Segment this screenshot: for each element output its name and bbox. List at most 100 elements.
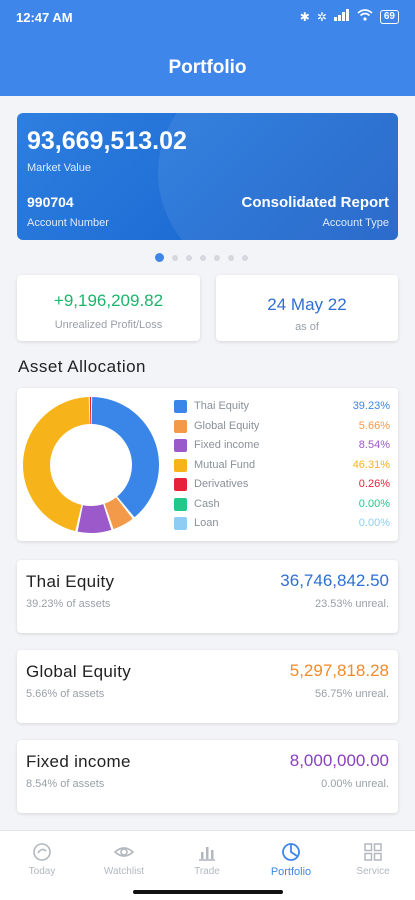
account-type: Consolidated Report [241, 194, 389, 211]
carousel-indicator[interactable] [155, 253, 248, 262]
signal-icon [333, 9, 350, 24]
legend-percent: 0.26% [358, 478, 390, 490]
asset-percent-of-assets: 8.54% of assets [26, 778, 105, 790]
asset-unrealized: 23.53% unreal. [315, 598, 389, 610]
asset-name: Thai Equity [26, 572, 115, 591]
home-indicator [133, 890, 283, 894]
carousel-dot[interactable] [172, 254, 178, 261]
legend-label: Mutual Fund [194, 458, 256, 471]
legend-item: Loan 0.00% [174, 516, 390, 536]
account-number: 990704 [27, 194, 74, 210]
legend-item: Global Equity 5.66% [174, 419, 390, 439]
status-bar: 12:47 AM ✱ ✲ 69 [0, 0, 415, 36]
asset-unrealized: 0.00% unreal. [321, 778, 389, 790]
legend-percent: 8.54% [358, 439, 390, 451]
vibrate-icon: ✲ [316, 9, 327, 24]
as-of-date-card: 24 May 22 as of [216, 275, 398, 341]
grid-icon [333, 841, 413, 863]
account-card[interactable]: 93,669,513.02 Market Value 990704 Accoun… [17, 113, 398, 240]
carousel-dot[interactable] [186, 254, 192, 261]
allocation-donut-chart[interactable] [21, 395, 161, 535]
asset-percent-of-assets: 5.66% of assets [26, 688, 105, 700]
asset-name: Fixed income [26, 752, 131, 771]
card-decoration [158, 113, 398, 240]
legend-label: Cash [194, 497, 220, 510]
donut-slice-derivatives[interactable] [89, 397, 92, 425]
status-icons: ✱ ✲ 69 [300, 9, 399, 24]
donut-slice-global-equity[interactable] [104, 497, 133, 530]
asset-card-fixed-income[interactable]: Fixed income 8.54% of assets 8,000,000.00 0… [17, 740, 398, 813]
asset-value: 36,746,842.50 [280, 571, 389, 590]
asset-unrealized: 56.75% unreal. [315, 688, 389, 700]
nav-label: Portfolio [270, 866, 312, 878]
nav-item-watchlist[interactable]: Watchlist [84, 841, 164, 877]
carousel-dot[interactable] [200, 254, 206, 261]
account-type-label: Account Type [322, 217, 389, 229]
legend-item: Mutual Fund 46.31% [174, 458, 390, 478]
asset-allocation-title: Asset Allocation [18, 357, 147, 376]
wifi-icon [357, 9, 373, 24]
donut-slice-mutual-fund[interactable] [22, 397, 90, 532]
as-of-label: as of [295, 321, 319, 333]
market-value: 93,669,513.02 [27, 127, 187, 155]
legend-swatch [174, 439, 187, 452]
nav-item-portfolio[interactable]: Portfolio [251, 841, 331, 878]
asset-allocation-card[interactable]: Thai Equity 39.23% Global Equity 5.66% Fixed… [17, 388, 398, 541]
legend-label: Fixed income [194, 439, 260, 451]
nav-label: Trade [194, 866, 220, 877]
today-icon [2, 841, 82, 863]
asset-percent-of-assets: 39.23% of assets [26, 598, 111, 610]
legend-percent: 46.31% [352, 458, 390, 471]
legend-percent: 39.23% [352, 400, 390, 412]
legend-label: Loan [194, 517, 219, 529]
chart-icon [167, 841, 247, 863]
carousel-dot[interactable] [155, 253, 164, 262]
asset-card-global-equity[interactable]: Global Equity 5.66% of assets 5,297,818.28… [17, 650, 398, 723]
legend-percent: 5.66% [358, 419, 390, 432]
market-value-label: Market Value [27, 162, 91, 174]
nav-label: Service [356, 866, 390, 877]
asset-value: 5,297,818.28 [289, 661, 389, 680]
nav-label: Today [28, 866, 56, 877]
asset-card-thai-equity[interactable]: Thai Equity 39.23% of assets 36,746,842.50… [17, 560, 398, 633]
legend-swatch [174, 478, 187, 491]
legend-item: Thai Equity 39.23% [174, 399, 390, 419]
carousel-dot[interactable] [214, 254, 220, 261]
asset-name: Global Equity [26, 662, 132, 681]
carousel-dot[interactable] [242, 254, 248, 261]
unrealized-pl-card: +9,196,209.82 Unrealized Profit/Loss [17, 275, 200, 341]
legend-swatch [174, 497, 187, 511]
bottom-navigation: Today Watchlist Trade Portfolio Service [0, 830, 415, 900]
legend-percent: 0.00% [358, 517, 390, 529]
legend-item: Cash 0.00% [174, 497, 390, 517]
carousel-dot[interactable] [228, 254, 234, 261]
account-number-label: Account Number [27, 217, 109, 229]
unrealized-pl-label: Unrealized Profit/Loss [54, 319, 163, 331]
unrealized-pl-value: +9,196,209.82 [53, 291, 164, 310]
nav-item-service[interactable]: Service [333, 841, 413, 877]
page-title: Portfolio [168, 57, 247, 78]
legend-swatch [174, 517, 187, 530]
nav-item-trade[interactable]: Trade [167, 841, 247, 877]
donut-slice-thai-equity[interactable] [91, 397, 160, 518]
donut-slice-fixed-income[interactable] [77, 504, 112, 533]
legend-label: Derivatives [194, 478, 249, 490]
bluetooth-icon: ✱ [299, 9, 310, 24]
legend-label: Global Equity [194, 419, 260, 432]
nav-item-today[interactable]: Today [2, 841, 82, 877]
legend-swatch [174, 400, 187, 413]
battery-icon: 69 [379, 9, 399, 24]
legend-swatch [174, 419, 187, 433]
asset-value: 8,000,000.00 [289, 751, 389, 770]
legend-swatch [174, 458, 187, 472]
nav-label: Watchlist [103, 866, 145, 877]
allocation-legend: Thai Equity 39.23% Global Equity 5.66% Fixed… [174, 399, 390, 536]
eye-icon [84, 841, 164, 863]
legend-percent: 0.00% [358, 497, 390, 510]
legend-item: Derivatives 0.26% [174, 477, 390, 497]
as-of-date: 24 May 22 [267, 295, 347, 314]
legend-item: Fixed income 8.54% [174, 438, 390, 458]
app-header: 12:47 AM ✱ ✲ 69 Portfolio [0, 0, 415, 96]
status-time: 12:47 AM [16, 10, 73, 25]
portfolio-icon [251, 841, 331, 863]
